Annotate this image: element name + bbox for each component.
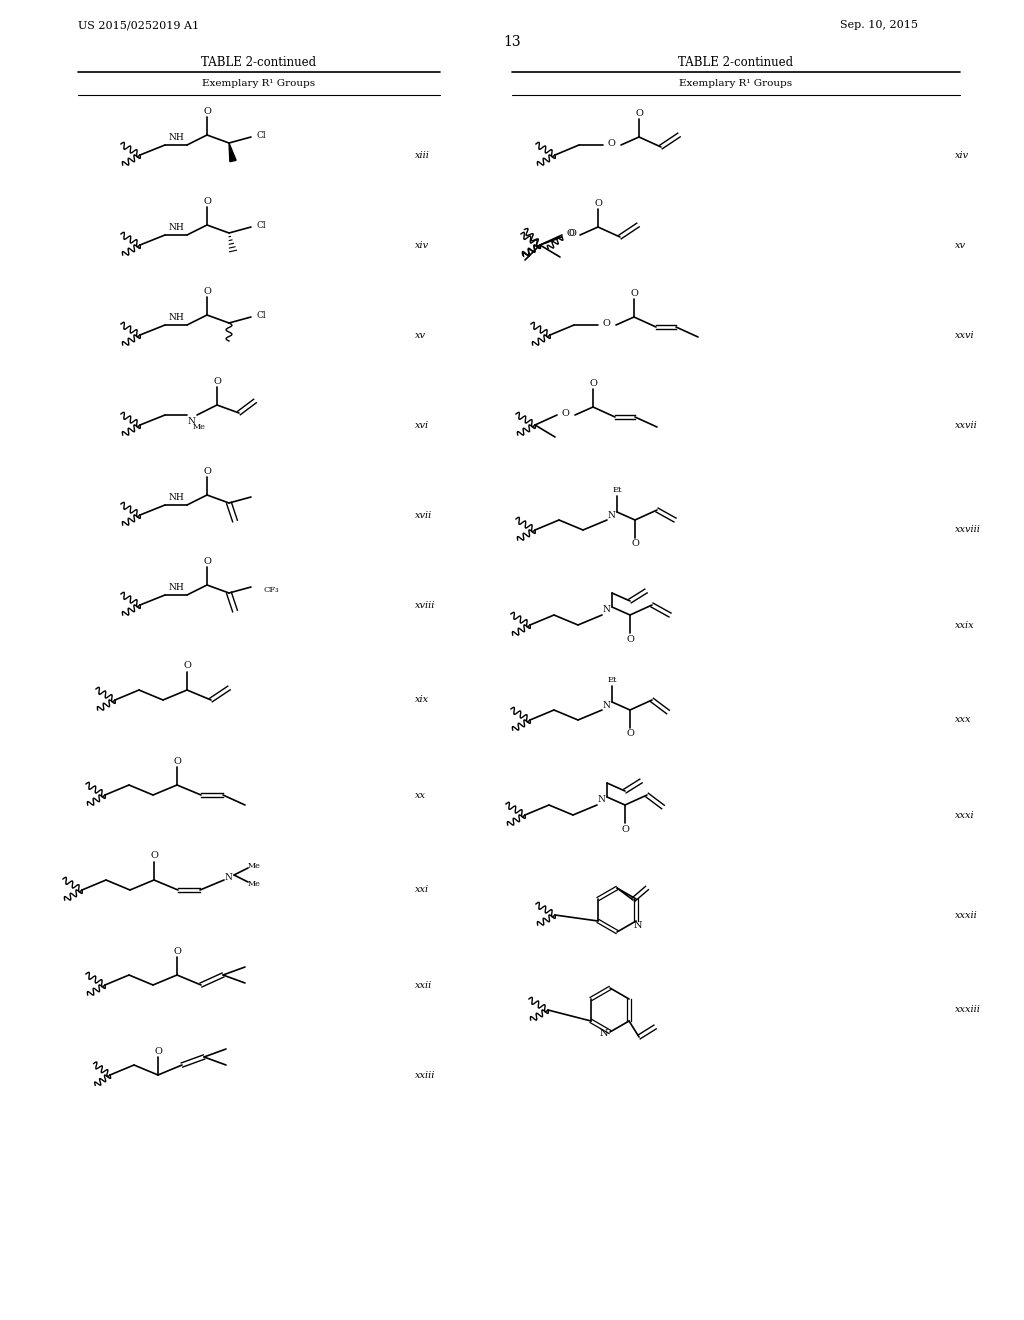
Text: O: O [630,289,638,297]
Text: N: N [634,920,642,929]
Text: O: O [568,228,575,238]
Text: O: O [203,466,211,475]
Text: O: O [622,825,629,833]
Text: O: O [203,107,211,116]
Text: O: O [173,946,181,956]
Text: O: O [626,635,634,644]
Text: TABLE 2-continued: TABLE 2-continued [202,55,316,69]
Text: 13: 13 [503,36,521,49]
Text: Exemplary R¹ Groups: Exemplary R¹ Groups [680,79,793,88]
Text: O: O [561,408,569,417]
Text: O: O [173,756,181,766]
Text: xv: xv [955,240,966,249]
Text: xxvi: xxvi [955,330,975,339]
Text: Et: Et [612,486,622,494]
Text: O: O [589,379,597,388]
Text: Cl: Cl [256,132,266,140]
Text: TABLE 2-continued: TABLE 2-continued [679,55,794,69]
Text: O: O [602,318,610,327]
Text: NH: NH [168,492,184,502]
Text: NH: NH [168,223,184,231]
Text: xxix: xxix [955,620,975,630]
Text: NH: NH [168,582,184,591]
Text: O: O [203,197,211,206]
Text: O: O [203,557,211,565]
Text: xx: xx [415,791,426,800]
Text: xxx: xxx [955,715,972,725]
Text: O: O [635,108,643,117]
Text: O: O [203,286,211,296]
Text: US 2015/0252019 A1: US 2015/0252019 A1 [78,20,199,30]
Text: Me: Me [193,422,206,432]
Text: xv: xv [415,330,426,339]
Text: O: O [213,376,221,385]
Text: N: N [224,874,232,883]
Text: Et: Et [607,676,616,684]
Text: xxxiii: xxxiii [955,1006,981,1015]
Text: O: O [154,1047,162,1056]
Text: NH: NH [168,132,184,141]
Text: xiii: xiii [415,150,430,160]
Text: xxviii: xxviii [955,525,981,535]
Text: N: N [597,796,605,804]
Text: O: O [594,198,602,207]
Text: xviii: xviii [415,601,435,610]
Text: Sep. 10, 2015: Sep. 10, 2015 [840,20,918,30]
Text: xxxii: xxxii [955,911,978,920]
Text: xxiii: xxiii [415,1071,435,1080]
Text: O: O [151,851,158,861]
Text: xvi: xvi [415,421,429,429]
Text: CF₃: CF₃ [263,586,279,594]
Text: O: O [626,730,634,738]
Text: N: N [602,701,610,710]
Text: O: O [566,228,573,238]
Text: O: O [607,139,615,148]
Text: xiv: xiv [955,150,969,160]
Text: xix: xix [415,696,429,705]
Text: xxi: xxi [415,886,429,895]
Text: Me: Me [248,862,260,870]
Text: N: N [187,417,195,425]
Text: xxxi: xxxi [955,810,975,820]
Text: xiv: xiv [415,240,429,249]
Text: O: O [631,540,639,549]
Text: Cl: Cl [256,312,266,321]
Text: O: O [183,661,190,671]
Text: N: N [602,606,610,615]
Text: N: N [607,511,615,520]
Text: N: N [600,1030,608,1039]
Text: xxvii: xxvii [955,421,978,429]
Text: Cl: Cl [256,222,266,231]
Text: xvii: xvii [415,511,432,520]
Text: xxii: xxii [415,981,432,990]
Polygon shape [229,143,237,161]
Text: Exemplary R¹ Groups: Exemplary R¹ Groups [203,79,315,88]
Text: Me: Me [248,880,260,888]
Text: NH: NH [168,313,184,322]
